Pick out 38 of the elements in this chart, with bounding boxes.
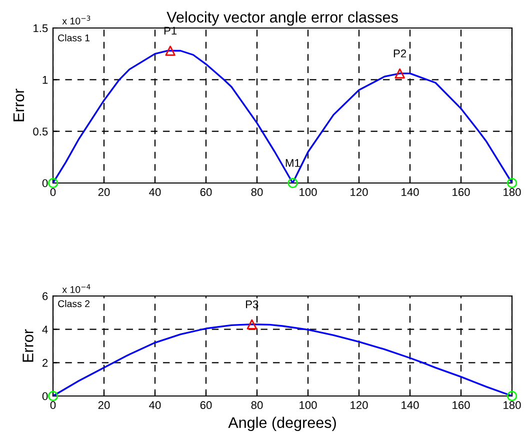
x-tick-label: 0 <box>50 401 56 410</box>
y-tick-label: 1.5 <box>34 24 48 32</box>
x-tick-label: 180 <box>504 401 521 410</box>
annotation: Class 1 <box>58 34 90 42</box>
annotation: Class 2 <box>58 300 90 308</box>
y-tick-label: 0 <box>42 179 48 188</box>
x-tick-label: 80 <box>251 188 263 196</box>
x-tick-label: 160 <box>452 188 470 196</box>
text: x 10$^{−3}$ <box>62 16 90 24</box>
y-tick-label: 0 <box>42 392 48 400</box>
x-tick-label: 140 <box>402 188 419 196</box>
y-tick-label: 1 <box>42 76 48 84</box>
x-tick-label: 120 <box>350 188 368 196</box>
y-axis-title: Error <box>13 88 24 122</box>
text: x 10$^{−4}$ <box>62 284 90 294</box>
x-tick-label: 100 <box>300 401 317 410</box>
x-tick-label: 160 <box>452 401 470 410</box>
annotation: P2 <box>394 50 406 58</box>
x-tick-label: 20 <box>98 401 110 410</box>
x-tick-label: 140 <box>402 401 419 410</box>
x-tick-label: 0 <box>50 188 56 196</box>
x-axis-title: Angle (degrees) <box>228 416 336 432</box>
x-tick-label: 40 <box>149 401 161 410</box>
x-tick-label: 40 <box>149 188 161 196</box>
y-tick-label: 2 <box>42 358 48 367</box>
x-tick-label: 180 <box>504 188 521 196</box>
x-tick-label: 20 <box>98 188 110 196</box>
x-tick-label: 120 <box>350 401 368 410</box>
x-tick-label: 80 <box>251 401 263 410</box>
x-tick-label: 60 <box>200 401 212 410</box>
y-tick-label: 6 <box>42 292 48 300</box>
y-tick-label: 4 <box>42 326 48 334</box>
y-axis-title: Error <box>22 329 34 362</box>
y-tick-label: 0.5 <box>33 128 48 136</box>
x-tick-label: 100 <box>300 188 317 196</box>
annotation: M1 <box>286 159 300 167</box>
x-tick-label: 60 <box>200 188 212 196</box>
chart-title: Velocity vector angle error classes <box>166 11 398 26</box>
